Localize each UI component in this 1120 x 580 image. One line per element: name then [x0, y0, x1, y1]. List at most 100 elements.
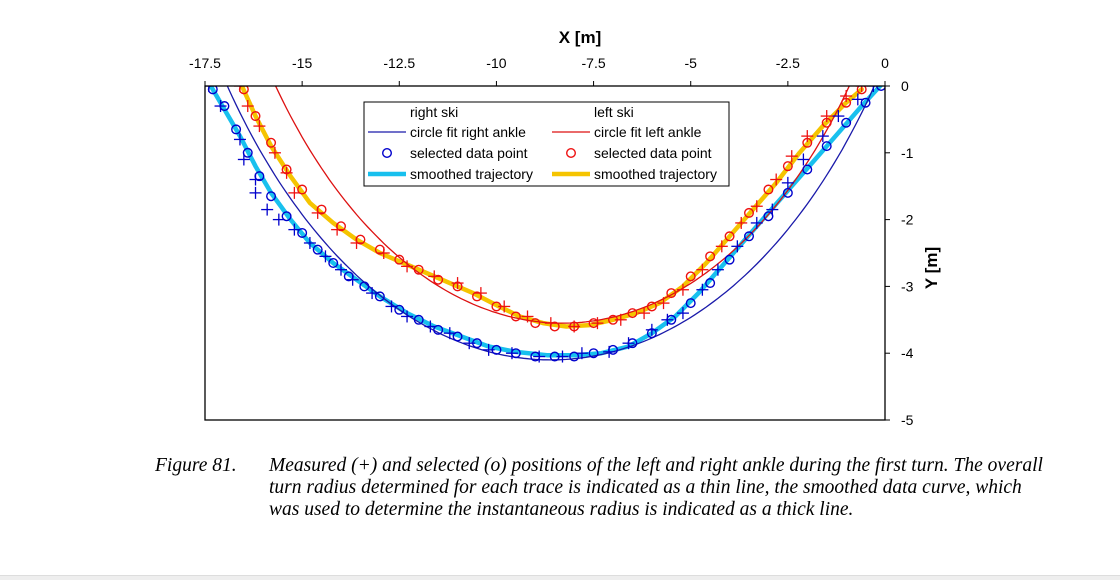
right-selected-point	[763, 211, 774, 222]
page-bottom-rule	[0, 575, 1120, 580]
series-layer	[205, 86, 885, 363]
left-measured-point	[268, 146, 281, 159]
left-selected-point	[374, 244, 385, 255]
circle-fit-right-ankle	[226, 86, 875, 361]
right-measured-point	[832, 110, 845, 123]
left-selected-point	[646, 301, 657, 312]
left-selected-point	[472, 291, 483, 302]
left-selected-point	[685, 271, 696, 282]
x-tick-label: -10	[486, 55, 506, 71]
left-selected-point	[266, 137, 277, 148]
x-tick-label: 0	[881, 55, 889, 71]
right-selected-point	[219, 101, 230, 112]
right-selected-point	[821, 141, 832, 152]
right-selected-point	[724, 254, 735, 265]
left-selected-point	[336, 221, 347, 232]
right-measured-point	[385, 300, 398, 313]
right-selected-point	[860, 97, 871, 108]
left-selected-point	[705, 251, 716, 262]
left-selected-point	[297, 184, 308, 195]
left-selected-point	[491, 301, 502, 312]
x-tick-label: -5	[684, 55, 697, 71]
right-selected-point	[374, 291, 385, 302]
left-measured-point	[820, 110, 833, 123]
legend-left-selected-label: selected data point	[594, 145, 712, 161]
right-selected-point	[207, 86, 218, 95]
legend-box	[363, 101, 730, 187]
left-measured-point	[855, 86, 868, 92]
right-measured-point	[319, 250, 332, 263]
left-measured-point	[401, 260, 414, 273]
x-axis-ticks: -17.5 -15 -12.5 -10 -7.5 -5 -2.5 0	[189, 55, 889, 86]
right-measured-point	[424, 320, 437, 333]
right-measured-point	[272, 213, 285, 226]
right-measured-point	[711, 263, 724, 276]
right-selected-point	[876, 86, 885, 91]
y-tick-label: -5	[901, 412, 914, 428]
right-selected-point	[782, 187, 793, 198]
right-measured-point	[233, 133, 246, 146]
legend-right-header: right ski	[410, 104, 458, 120]
plot-frame	[204, 85, 886, 421]
right-measured-point	[575, 347, 588, 360]
right-selected-point	[802, 164, 813, 175]
legend-right-fit-label: circle fit right ankle	[410, 124, 526, 140]
right-measured-point	[443, 327, 456, 340]
caption-text: Measured (+) and selected (o) positions …	[269, 455, 1043, 520]
y-axis-ticks: 0 -1 -2 -3 -4 -5	[885, 78, 914, 428]
left-selected-point	[802, 137, 813, 148]
left-selected-point	[666, 288, 677, 299]
left-selected-point	[549, 321, 560, 332]
right-measured-point	[851, 93, 864, 106]
right-measured-point	[556, 350, 569, 363]
left-measured-point	[840, 90, 853, 103]
right-selected-point	[666, 314, 677, 325]
left-selected-point	[763, 184, 774, 195]
right-selected-point	[359, 281, 370, 292]
right-selected-point	[530, 351, 541, 362]
right-selected-point	[231, 124, 242, 135]
legend-left-selected-swatch	[566, 147, 577, 158]
left-measured-point	[676, 283, 689, 296]
y-tick-label: -3	[901, 278, 914, 294]
left-selected-point	[530, 318, 541, 329]
left-selected-point	[782, 161, 793, 172]
right-measured-point	[261, 203, 274, 216]
x-tick-label: -12.5	[383, 55, 415, 71]
left-selected-point	[608, 314, 619, 325]
left-selected-point	[316, 204, 327, 215]
right-measured-point	[288, 223, 301, 236]
left-selected-point	[355, 234, 366, 245]
left-selected-point	[856, 86, 867, 95]
left-measured-point	[253, 120, 266, 133]
x-axis-label: X [m]	[559, 28, 602, 47]
right-measured-point	[366, 287, 379, 300]
x-tick-label: -17.5	[189, 55, 221, 71]
left-measured-point	[451, 277, 464, 290]
right-selected-point	[394, 304, 405, 315]
right-selected-point	[841, 117, 852, 128]
right-measured-point	[750, 216, 763, 229]
right-measured-point	[816, 130, 829, 143]
right-measured-point	[303, 236, 316, 249]
left-selected-point	[452, 281, 463, 292]
right-measured-point	[781, 176, 794, 189]
left-selected-point	[744, 207, 755, 218]
right-selected-point	[242, 147, 253, 158]
right-selected-point	[266, 191, 277, 202]
right-measured-point	[676, 307, 689, 320]
left-measured-point	[735, 216, 748, 229]
left-selected-point	[238, 86, 249, 95]
figure-caption: Figure 81. Measured (+) and selected (o)…	[155, 455, 1055, 521]
right-selected-point	[549, 351, 560, 362]
right-selected-point	[569, 351, 580, 362]
plot-area	[205, 86, 885, 363]
right-selected-point	[281, 211, 292, 222]
chart: X [m] Y [m] -17.5 -15 -12.5 -10 -7.5 -5 -2.5 0 …	[189, 28, 941, 428]
x-tick-label: -15	[292, 55, 312, 71]
right-selected-point	[627, 338, 638, 349]
left-measured-point	[696, 263, 709, 276]
y-axis-label: Y [m]	[922, 247, 941, 289]
right-selected-point	[452, 331, 463, 342]
left-selected-point	[724, 231, 735, 242]
